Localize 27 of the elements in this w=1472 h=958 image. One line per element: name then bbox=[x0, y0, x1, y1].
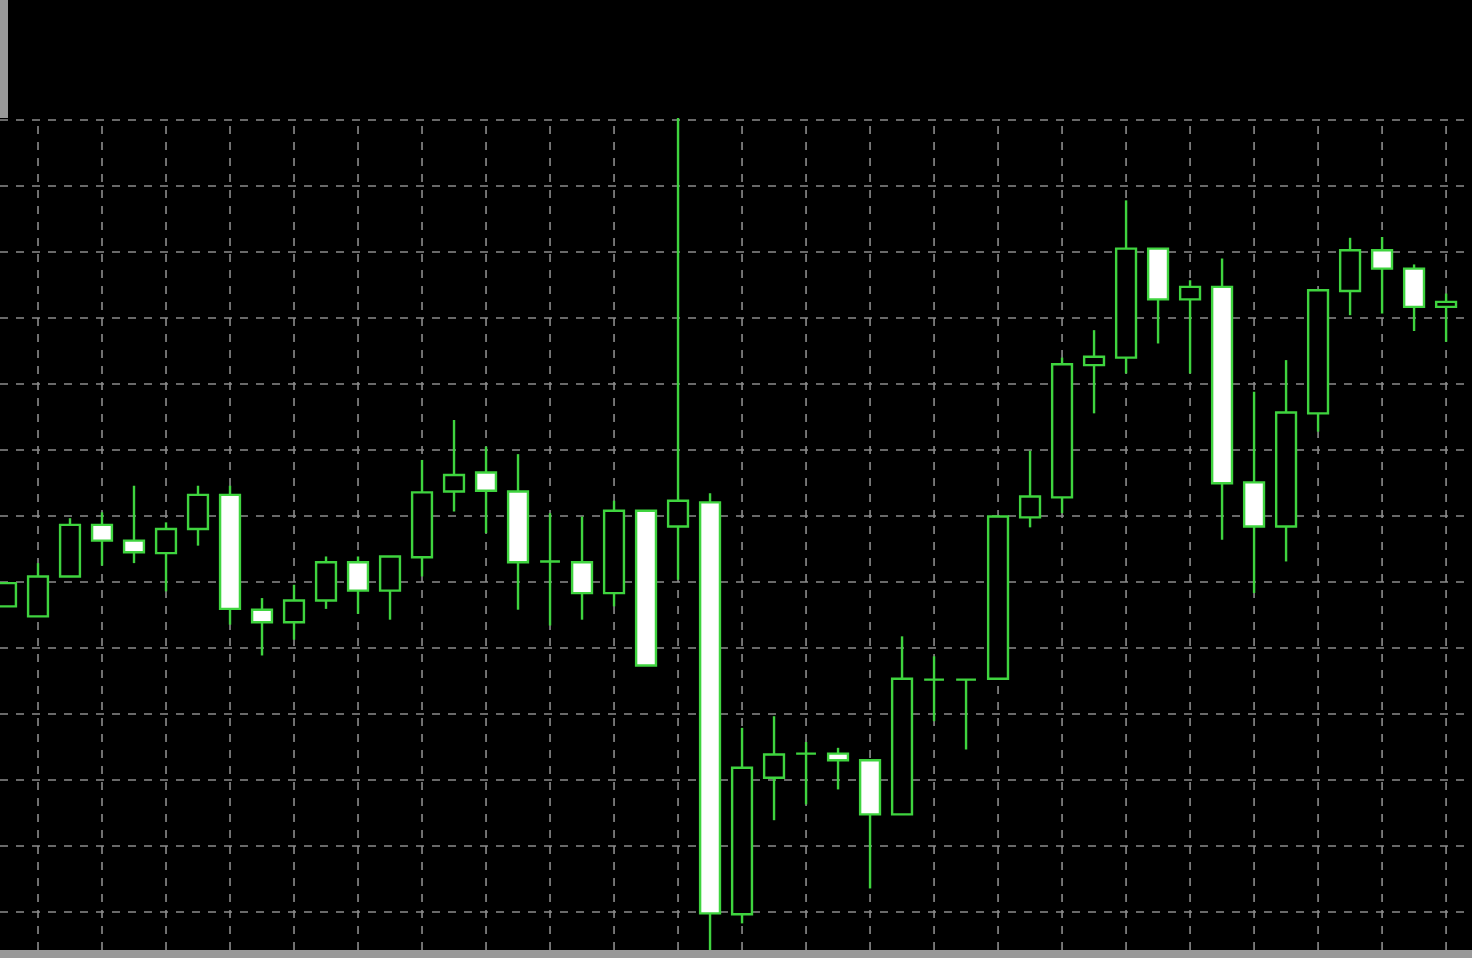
candlestick bbox=[1242, 390, 1266, 595]
candlestick bbox=[442, 418, 466, 513]
candlestick bbox=[314, 555, 338, 611]
candlestick bbox=[538, 512, 562, 627]
candlestick bbox=[1434, 292, 1458, 344]
candlestick bbox=[954, 678, 978, 751]
candlestick bbox=[154, 521, 178, 593]
candlestick bbox=[250, 596, 274, 657]
candlestick bbox=[26, 561, 50, 618]
candlestick bbox=[346, 555, 370, 616]
candlestick bbox=[826, 746, 850, 791]
candlestick bbox=[1402, 263, 1426, 333]
candlestick bbox=[1082, 328, 1106, 415]
candlestick bbox=[1178, 279, 1202, 375]
candlestick bbox=[570, 515, 594, 621]
candlestick bbox=[762, 715, 786, 822]
candlestick bbox=[122, 484, 146, 565]
candlestick bbox=[922, 655, 946, 723]
candlestick bbox=[282, 583, 306, 641]
candlestick bbox=[794, 740, 818, 806]
candlestick bbox=[186, 484, 210, 547]
candlestick bbox=[378, 555, 402, 621]
candlestick bbox=[1338, 236, 1362, 317]
candlestick bbox=[90, 511, 114, 567]
candlestick bbox=[1018, 449, 1042, 529]
candlestick bbox=[1370, 235, 1394, 315]
candlestick bbox=[474, 445, 498, 535]
